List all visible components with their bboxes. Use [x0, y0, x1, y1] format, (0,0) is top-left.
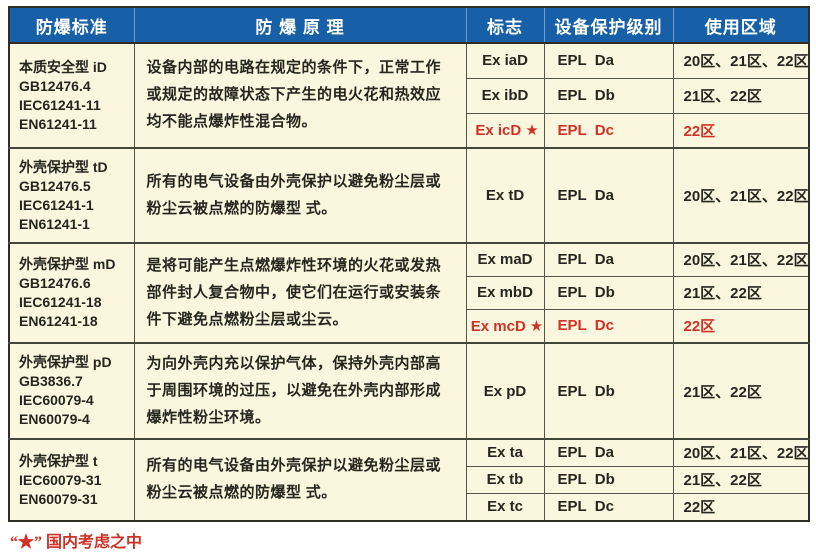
standard-line: EN61241-18: [19, 313, 98, 329]
mark-text: Ex tD: [485, 187, 525, 204]
standard-line: EN61241-1: [19, 215, 90, 232]
zone-cell: 21区、22区: [672, 77, 810, 114]
epl-cell: EPL Da: [543, 438, 674, 467]
standard-line: 本质安全型 iD: [19, 58, 107, 75]
standard-line: IEC61241-11: [19, 96, 101, 113]
mark-cell: Ex ibD: [465, 77, 545, 114]
mark-cell: Ex icD ★: [465, 112, 545, 149]
standard-cell: 外壳保护型 mD GB12476.6 IEC61241-18 EN61241-1…: [8, 242, 135, 344]
standard-line: 外壳保护型 t: [19, 452, 98, 469]
table-row: 外壳保护型 mD GB12476.6 IEC61241-18 EN61241-1…: [8, 242, 810, 344]
standard-line: IEC60079-4: [19, 392, 94, 408]
mark-text: Ex ibD: [481, 87, 529, 104]
table-row: Ex mbD EPL Db 21区、22区: [9, 275, 810, 310]
mark-cell: Ex tc: [465, 492, 545, 522]
standard-line: IEC61241-18: [19, 294, 102, 310]
mark-text: Ex tc: [487, 498, 523, 516]
mark-text: Ex mbD: [477, 284, 533, 301]
epl-cell: EPL Da: [543, 147, 674, 244]
mark-cell: Ex mbD: [465, 275, 545, 310]
mark-cell: Ex iaD: [465, 42, 545, 79]
standard-line: GB12476.6: [19, 275, 91, 291]
zone-cell: 20区、21区、22区: [672, 438, 810, 467]
header-standard: 防爆标准: [9, 7, 134, 44]
standard-line: EN61241-11: [19, 115, 97, 132]
principle-cell: 是将可能产生点燃爆炸性环境的火花或发热部件封人复合物中，使它们在运行或安装条件下…: [133, 242, 467, 344]
header-row: 防爆标准 防 爆 原 理 标志 设备保护级别 使用区域: [9, 7, 809, 44]
zone-cell: 20区、21区、22区: [672, 242, 810, 277]
mark-cell: Ex mcD ★: [465, 308, 545, 344]
epl-cell: EPL Da: [543, 242, 674, 277]
header-zone: 使用区域: [672, 7, 809, 44]
zone-cell: 22区: [672, 492, 810, 522]
zone-cell: 20区、21区、22区: [672, 42, 810, 79]
standard-cell: 外壳保护型 pD GB3836.7 IEC60079-4 EN60079-4: [8, 342, 135, 440]
table-row: Ex icD ★ EPL Dc 22区: [9, 112, 810, 149]
mark-text: Ex iaD: [482, 52, 528, 70]
epl-cell: EPL Dc: [543, 112, 674, 149]
explosion-proof-table-wrap: 防爆标准 防 爆 原 理 标志 设备保护级别 使用区域 本质安全型 iD GB1…: [8, 6, 810, 522]
standard-line: IEC60079-31: [19, 471, 102, 488]
table-row: 外壳保护型 pD GB3836.7 IEC60079-4 EN60079-4 为…: [8, 342, 810, 440]
zone-cell: 22区: [672, 308, 810, 344]
epl-cell: EPL Dc: [543, 308, 674, 344]
star-footnote: “★” 国内考虑之中: [10, 534, 143, 551]
zone-cell: 21区、22区: [672, 342, 810, 440]
standard-line: IEC61241-1: [19, 196, 94, 213]
mark-cell: Ex pD: [465, 342, 545, 440]
standard-cell: 外壳保护型 t IEC60079-31 EN60079-31: [8, 438, 135, 522]
standard-line: 外壳保护型 mD: [19, 256, 116, 272]
mark-cell: Ex maD: [465, 242, 545, 277]
standard-cell: 本质安全型 iD GB12476.4 IEC61241-11 EN61241-1…: [8, 42, 135, 149]
star-icon: ★: [525, 122, 539, 140]
epl-cell: EPL Db: [543, 342, 674, 440]
table-row: 外壳保护型 t IEC60079-31 EN60079-31 所有的电气设备由外…: [8, 438, 810, 522]
mark-text: Ex icD: [475, 122, 522, 140]
standard-line: GB12476.5: [19, 177, 91, 194]
principle-cell: 所有的电气设备由外壳保护以避免粉尘层或粉尘云被点燃的防爆型 式。: [133, 438, 467, 522]
star-icon: ★: [529, 317, 544, 335]
table-row: 外壳保护型 tD GB12476.5 IEC61241-1 EN61241-1 …: [8, 147, 810, 244]
standard-line: GB12476.4: [19, 77, 91, 94]
mark-cell: Ex ta: [465, 438, 545, 467]
table-row: 本质安全型 iD GB12476.4 IEC61241-11 EN61241-1…: [8, 42, 810, 149]
zone-cell: 22区: [672, 112, 810, 149]
epl-cell: EPL Db: [543, 77, 674, 114]
zone-cell: 21区、22区: [672, 275, 810, 310]
standard-cell: 外壳保护型 tD GB12476.5 IEC61241-1 EN61241-1: [8, 147, 135, 244]
standard-line: 外壳保护型 tD: [19, 158, 108, 175]
mark-text: Ex tb: [486, 471, 524, 488]
mark-cell: Ex tb: [465, 465, 545, 494]
standard-line: EN60079-4: [19, 411, 90, 427]
principle-cell: 设备内部的电路在规定的条件下，正常工作或规定的故障状态下产生的电火花和热效应均不…: [133, 42, 467, 149]
mark-cell: Ex tD: [465, 147, 545, 244]
standard-line: 外壳保护型 pD: [19, 354, 112, 370]
mark-text: Ex ta: [487, 444, 523, 462]
table-row: Ex mcD ★ EPL Dc 22区: [9, 308, 810, 344]
table-row: Ex tb EPL Db 21区、22区: [9, 465, 810, 494]
principle-cell: 为向外壳内充以保护气体，保持外壳内部高于周围环境的过压，以避免在外壳内部形成爆炸…: [133, 342, 467, 440]
header-epl: 设备保护级别: [543, 7, 673, 44]
mark-text: Ex pD: [483, 382, 527, 400]
epl-cell: EPL Dc: [543, 492, 674, 522]
epl-cell: EPL Db: [543, 465, 674, 494]
standard-line: EN60079-31: [19, 490, 98, 507]
mark-text: Ex mcD: [470, 317, 526, 335]
explosion-proof-standards-table: 防爆标准 防 爆 原 理 标志 设备保护级别 使用区域 本质安全型 iD GB1…: [8, 6, 810, 522]
standard-line: GB3836.7: [19, 373, 83, 389]
epl-cell: EPL Da: [543, 42, 674, 79]
table-row: Ex ibD EPL Db 21区、22区: [9, 77, 810, 114]
epl-cell: EPL Db: [543, 275, 674, 310]
table-row: Ex tc EPL Dc 22区: [9, 492, 810, 522]
zone-cell: 20区、21区、22区: [672, 147, 810, 244]
zone-cell: 21区、22区: [672, 465, 810, 494]
header-mark: 标志: [465, 7, 544, 44]
header-principle: 防 爆 原 理: [133, 7, 466, 44]
mark-text: Ex maD: [477, 251, 533, 269]
principle-cell: 所有的电气设备由外壳保护以避免粉尘层或粉尘云被点燃的防爆型 式。: [133, 147, 467, 244]
